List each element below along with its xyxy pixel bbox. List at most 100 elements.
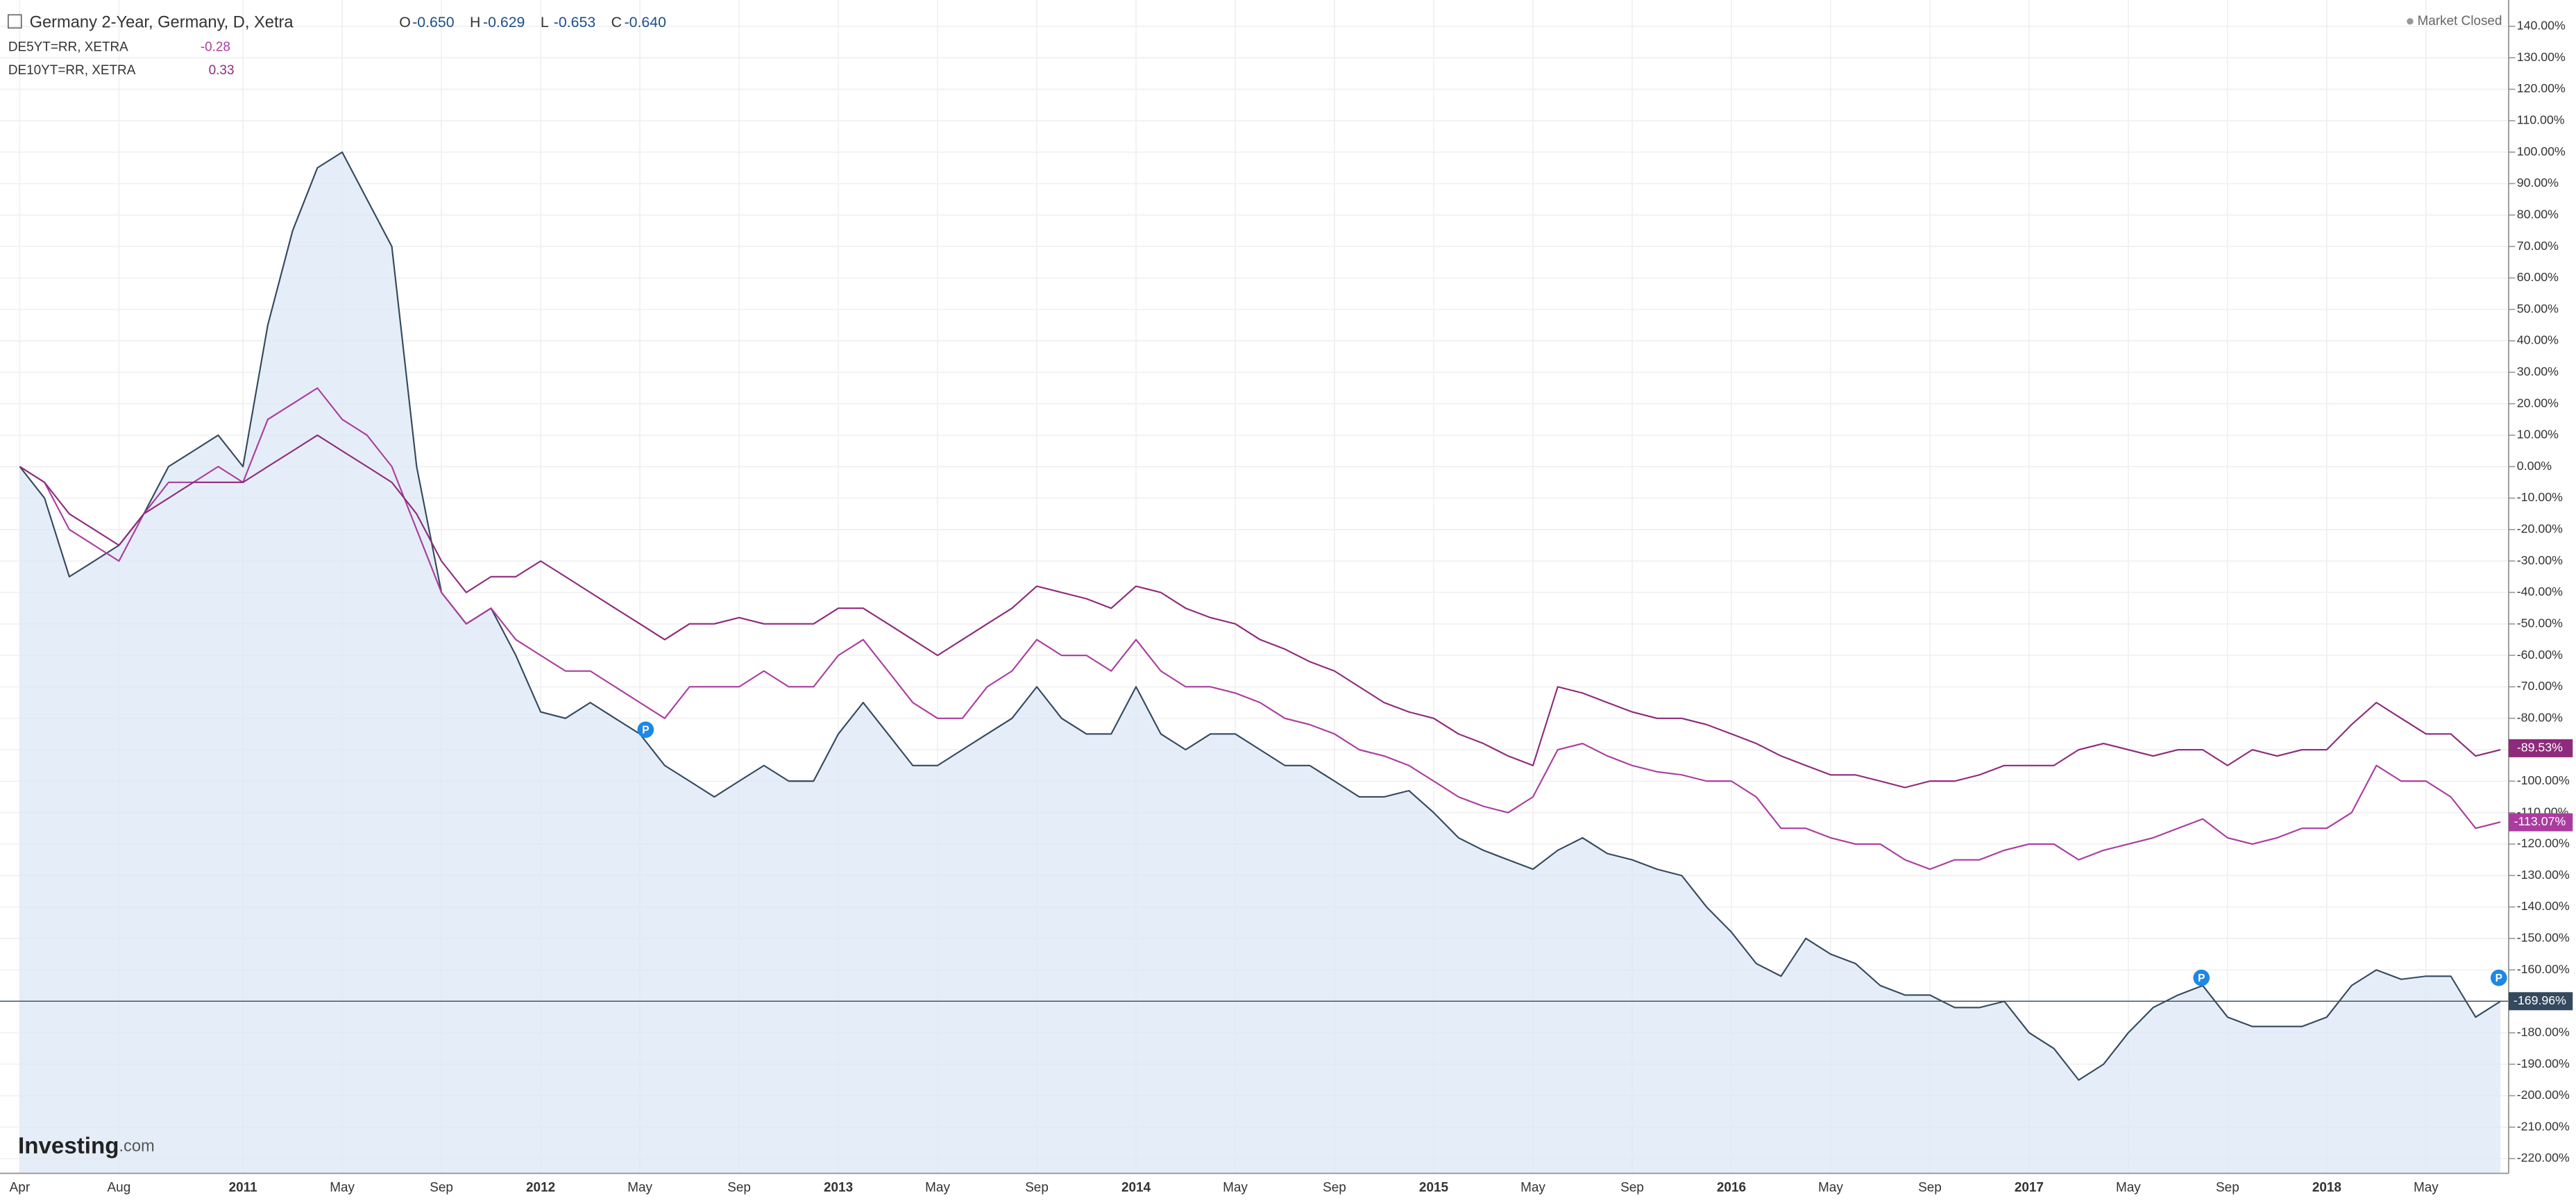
ohlc-key: C bbox=[611, 14, 622, 31]
last-value-label: -113.07% bbox=[2514, 814, 2566, 828]
x-tick-label: Sep bbox=[1323, 1181, 1346, 1195]
event-marker bbox=[2193, 969, 2210, 986]
area-fill bbox=[19, 152, 2501, 1174]
ohlc-value: -0.629 bbox=[483, 14, 525, 31]
y-tick-label: 120.00% bbox=[2517, 81, 2566, 95]
last-value-label: -89.53% bbox=[2517, 741, 2563, 755]
x-tick-label: 2015 bbox=[1419, 1181, 1448, 1195]
y-tick-label: 140.00% bbox=[2517, 19, 2566, 33]
y-tick-label: -210.00% bbox=[2517, 1119, 2570, 1133]
x-tick-label: Apr bbox=[10, 1181, 30, 1195]
ohlc-key: O bbox=[399, 14, 411, 31]
y-tick-label: -120.00% bbox=[2517, 836, 2570, 850]
x-tick-label: Sep bbox=[1025, 1181, 1049, 1195]
y-tick-label: -70.00% bbox=[2517, 679, 2563, 693]
x-tick-label: May bbox=[1818, 1181, 1843, 1195]
brand: Investing.com bbox=[18, 1133, 155, 1159]
y-tick-label: 110.00% bbox=[2517, 113, 2565, 127]
series-line bbox=[19, 387, 2501, 870]
event-marker-label[interactable]: P bbox=[2198, 973, 2205, 984]
market-status: Market Closed bbox=[2417, 14, 2502, 28]
y-tick-label: -80.00% bbox=[2517, 710, 2563, 724]
series-line bbox=[19, 434, 2501, 789]
brand-name: Investing bbox=[18, 1133, 119, 1159]
x-tick-label: May bbox=[627, 1181, 652, 1195]
status-dot bbox=[2407, 18, 2414, 25]
y-tick-label: 40.00% bbox=[2517, 333, 2559, 347]
x-tick-label: Sep bbox=[1620, 1181, 1644, 1195]
event-marker bbox=[2490, 969, 2507, 986]
x-tick-label: May bbox=[2414, 1181, 2439, 1195]
ohlc-key: L bbox=[541, 14, 549, 31]
y-tick-label: -60.00% bbox=[2517, 648, 2563, 662]
series-line bbox=[19, 151, 2501, 1081]
y-tick-label: -160.00% bbox=[2517, 962, 2570, 976]
legend-series[interactable]: DE5YT=RR, XETRA bbox=[8, 40, 128, 55]
ohlc-key: H bbox=[470, 14, 480, 31]
x-tick-label: May bbox=[330, 1181, 355, 1195]
x-tick-label: Sep bbox=[727, 1181, 751, 1195]
legend-series[interactable]: DE10YT=RR, XETRA bbox=[8, 63, 136, 78]
x-tick-label: 2011 bbox=[229, 1181, 257, 1195]
y-tick-label: 130.00% bbox=[2517, 50, 2566, 64]
collapse-icon[interactable] bbox=[8, 14, 22, 29]
plot bbox=[0, 151, 2509, 1174]
last-value-badge bbox=[2508, 813, 2573, 832]
y-tick-label: 100.00% bbox=[2517, 144, 2566, 158]
x-tick-label: May bbox=[1223, 1181, 1248, 1195]
ohlc-value: -0.653 bbox=[554, 14, 595, 31]
y-tick-label: 50.00% bbox=[2517, 301, 2559, 315]
y-tick-label: -190.00% bbox=[2517, 1057, 2570, 1070]
x-tick-label: May bbox=[2116, 1181, 2141, 1195]
y-tick-label: -140.00% bbox=[2517, 899, 2570, 913]
legend-title: Germany 2-Year, Germany, D, Xetra bbox=[30, 13, 294, 31]
legend-value: 0.33 bbox=[209, 63, 235, 78]
x-tick-label: 2012 bbox=[526, 1181, 555, 1195]
legend-value: -0.28 bbox=[201, 40, 230, 55]
x-tick-label: Sep bbox=[430, 1181, 453, 1195]
y-tick-label: -10.00% bbox=[2517, 490, 2563, 504]
y-tick-label: 70.00% bbox=[2517, 239, 2559, 253]
ohlc-value: -0.650 bbox=[412, 14, 455, 31]
y-tick-label: 0.00% bbox=[2517, 459, 2552, 473]
ohlc-value: -0.640 bbox=[625, 14, 667, 31]
brand-suffix: .com bbox=[119, 1138, 154, 1156]
event-marker bbox=[637, 721, 654, 738]
last-value-label: -169.96% bbox=[2514, 993, 2566, 1007]
event-markers: P P P bbox=[637, 721, 2507, 986]
x-tick-label: 2016 bbox=[1717, 1181, 1746, 1195]
event-marker-label[interactable]: P bbox=[642, 724, 649, 736]
legend: Germany 2-Year, Germany, D, Xetra O -0.65… bbox=[8, 13, 666, 78]
y-tick-label: -200.00% bbox=[2517, 1088, 2570, 1102]
x-tick-label: Sep bbox=[2216, 1181, 2239, 1195]
y-tick-label: -150.00% bbox=[2517, 931, 2570, 945]
y-tick-label: 10.00% bbox=[2517, 428, 2559, 441]
ohlc: O -0.650 H -0.629 L -0.653 C -0.640 bbox=[399, 14, 666, 31]
event-marker-label[interactable]: P bbox=[2496, 973, 2502, 984]
y-tick-label: -20.00% bbox=[2517, 522, 2563, 536]
x-tick-label: 2013 bbox=[824, 1181, 853, 1195]
y-tick-label: -220.00% bbox=[2517, 1151, 2570, 1165]
y-tick-label: -180.00% bbox=[2517, 1025, 2570, 1038]
last-value-badge bbox=[2508, 992, 2573, 1011]
y-tick-label: 30.00% bbox=[2517, 364, 2559, 378]
y-tick-label: -50.00% bbox=[2517, 616, 2563, 630]
y-tick-label: 80.00% bbox=[2517, 207, 2559, 221]
x-tick-label: 2018 bbox=[2312, 1181, 2341, 1195]
x-tick-label: 2017 bbox=[2015, 1181, 2044, 1195]
y-tick-label: -30.00% bbox=[2517, 553, 2563, 567]
x-tick-label: May bbox=[1520, 1181, 1545, 1195]
x-tick-label: May bbox=[925, 1181, 950, 1195]
y-tick-label: -100.00% bbox=[2517, 773, 2570, 787]
last-value-badge bbox=[2508, 739, 2573, 757]
y-tick-label: 90.00% bbox=[2517, 176, 2559, 190]
x-tick-label: Sep bbox=[1918, 1181, 1942, 1195]
y-tick-label: -40.00% bbox=[2517, 584, 2563, 598]
y-tick-label: -130.00% bbox=[2517, 868, 2570, 882]
x-tick-label: Aug bbox=[108, 1181, 131, 1195]
y-tick-label: 60.00% bbox=[2517, 270, 2559, 284]
x-tick-label: 2014 bbox=[1121, 1181, 1151, 1195]
y-tick-label: 20.00% bbox=[2517, 396, 2559, 410]
